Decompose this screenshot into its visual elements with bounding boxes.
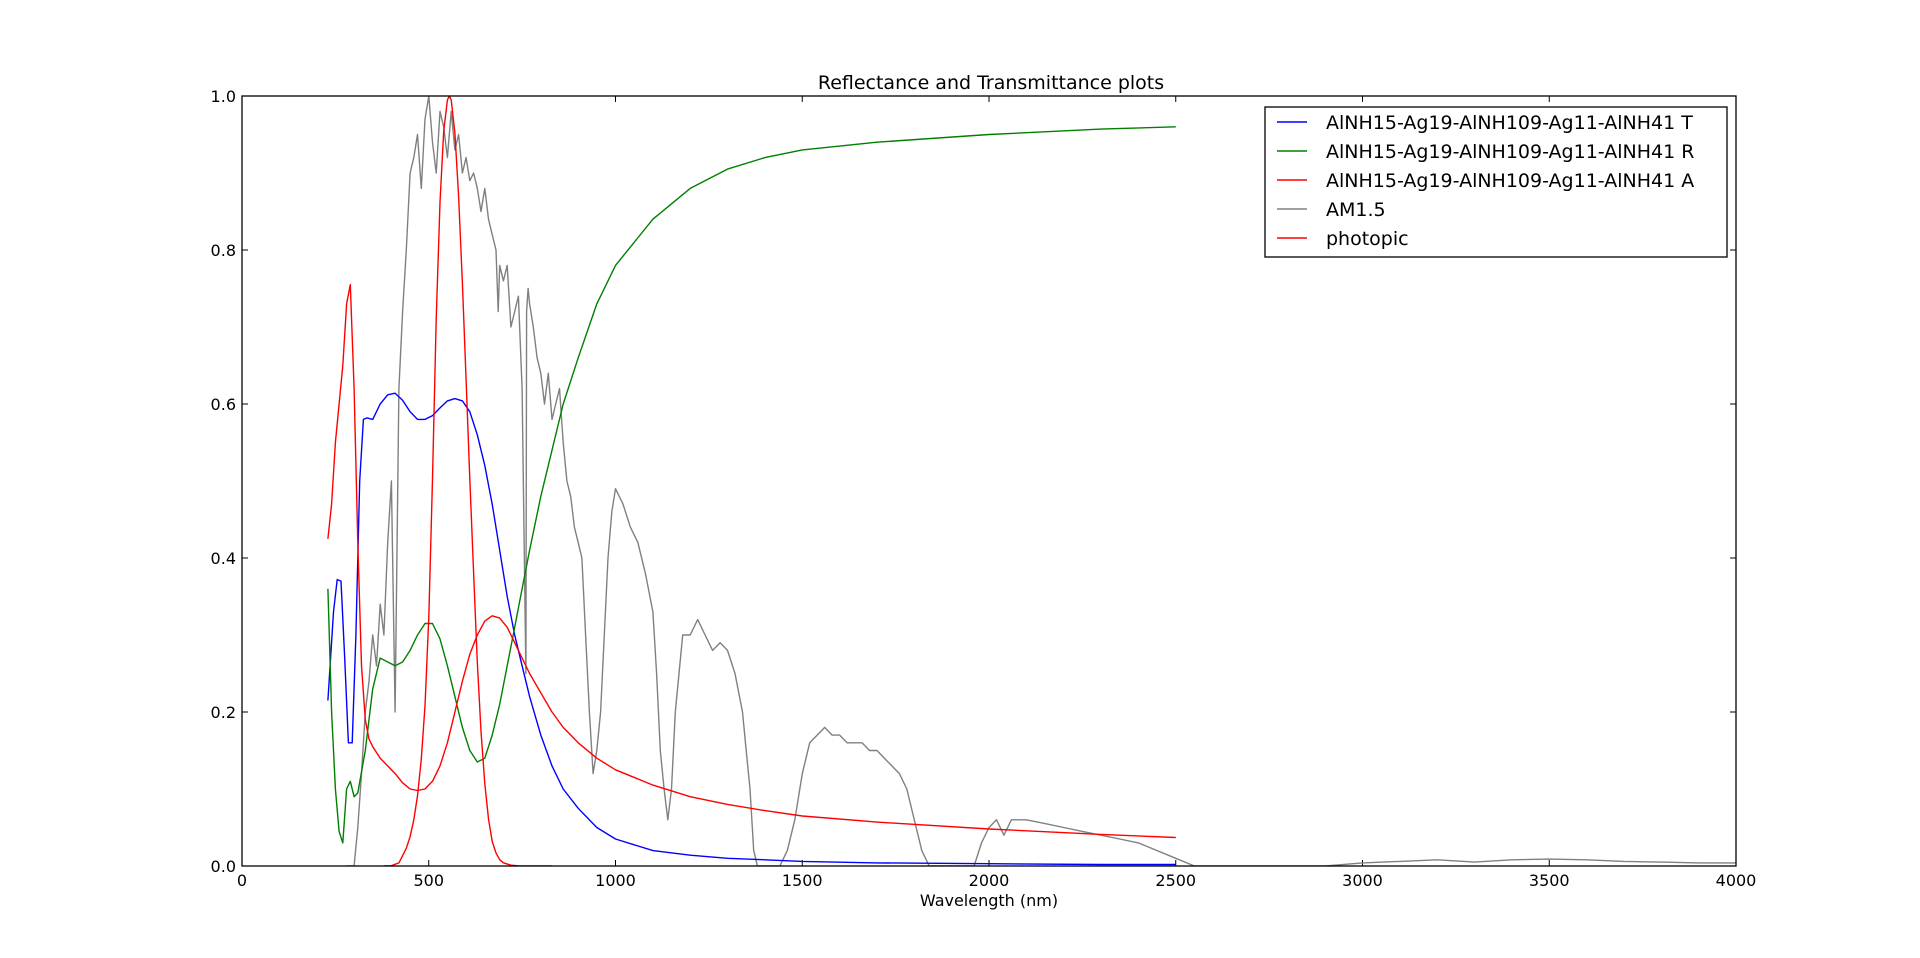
legend-label: AlNH15-Ag19-AlNH109-Ag11-AlNH41 R bbox=[1326, 141, 1694, 163]
series-line-0 bbox=[327, 392, 1176, 866]
y-tick-label: 0.4 bbox=[211, 549, 236, 568]
x-tick-label: 2000 bbox=[969, 871, 1010, 890]
x-axis-label: Wavelength (nm) bbox=[920, 891, 1058, 910]
legend-label: AlNH15-Ag19-AlNH109-Ag11-AlNH41 A bbox=[1326, 170, 1694, 192]
x-tick-label: 1000 bbox=[595, 871, 636, 890]
series-line-1 bbox=[327, 126, 1176, 844]
series-line-4 bbox=[383, 96, 552, 866]
x-tick-label: 500 bbox=[413, 871, 444, 890]
legend-box bbox=[1264, 106, 1728, 258]
legend-label: photopic bbox=[1326, 228, 1409, 250]
y-tick-label: 1.0 bbox=[211, 87, 236, 106]
y-tick-label: 0.8 bbox=[211, 241, 236, 260]
x-tick-label: 2500 bbox=[1155, 871, 1196, 890]
x-tick-label: 3000 bbox=[1342, 871, 1383, 890]
x-tick-label: 0 bbox=[237, 871, 247, 890]
x-tick-label: 4000 bbox=[1716, 871, 1757, 890]
x-tick-label: 1500 bbox=[782, 871, 823, 890]
legend-label: AM1.5 bbox=[1326, 199, 1386, 221]
axis-ticks: 0 500 1000 1500 2000 2500 3000 3500 4000 0.0 0.2 0.… bbox=[211, 87, 1757, 890]
series-line-2 bbox=[327, 283, 1176, 839]
y-tick-label: 0.6 bbox=[211, 395, 236, 414]
y-tick-label: 0.2 bbox=[211, 703, 236, 722]
series-layer bbox=[327, 96, 1736, 866]
chart-title: Reflectance and Transmittance plots bbox=[818, 72, 1164, 94]
x-tick-label: 3500 bbox=[1529, 871, 1570, 890]
series-line-3 bbox=[346, 96, 1736, 866]
plot-frame bbox=[241, 95, 1737, 867]
y-tick-label: 0.0 bbox=[211, 857, 236, 876]
legend: AlNH15-Ag19-AlNH109-Ag11-AlNH41 T AlNH15-… bbox=[1264, 106, 1728, 258]
legend-label: AlNH15-Ag19-AlNH109-Ag11-AlNH41 T bbox=[1326, 112, 1693, 134]
